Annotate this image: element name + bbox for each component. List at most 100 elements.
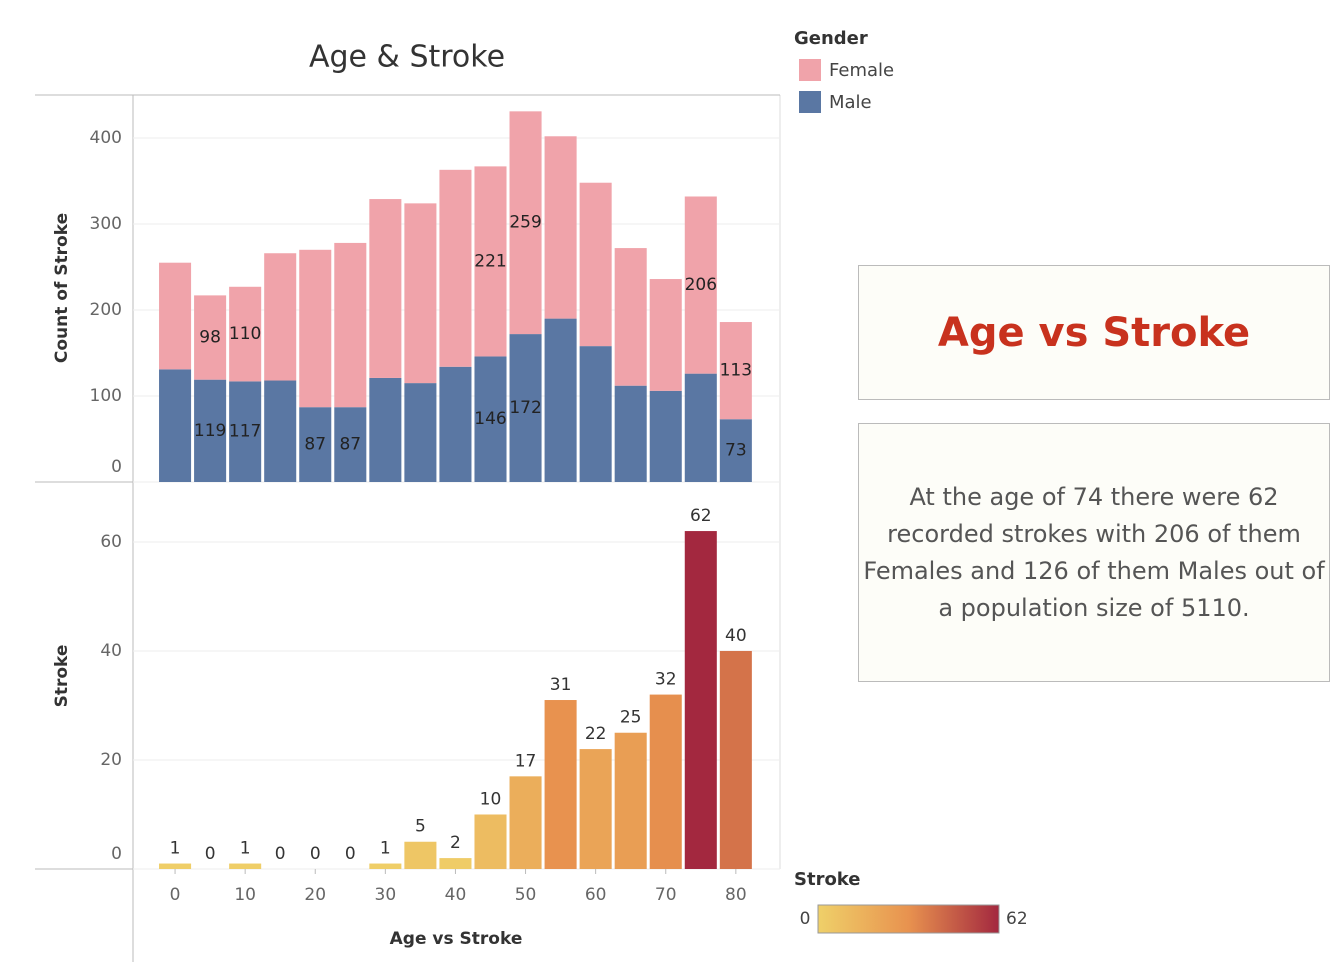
chart-title: Age & Stroke — [309, 40, 505, 75]
value-label: 110 — [229, 324, 261, 344]
value-label: 119 — [194, 421, 226, 441]
bar — [159, 863, 192, 869]
legend-label: Female — [829, 60, 894, 81]
bar-segment — [404, 203, 437, 384]
bar-segment — [474, 166, 507, 357]
y-axis-title: Stroke — [52, 645, 72, 708]
bar-segment — [719, 322, 752, 420]
bar-segment — [334, 407, 367, 482]
bar — [439, 858, 472, 869]
value-label: 32 — [655, 670, 677, 690]
panel-body: At the age of 74 there were 62 recorded … — [863, 482, 1325, 622]
bar-segment — [194, 295, 227, 380]
bar-segment — [194, 379, 227, 482]
bar — [649, 694, 682, 869]
bar-segment — [509, 334, 542, 482]
bar-segment — [369, 377, 402, 482]
y-tick-label: 400 — [90, 128, 122, 148]
bar — [404, 841, 437, 869]
y-tick-label: 100 — [90, 386, 122, 406]
value-label: 62 — [690, 506, 712, 526]
bar-segment — [684, 196, 717, 374]
value-label: 0 — [275, 844, 286, 864]
value-label: 1 — [170, 839, 181, 859]
bar-segment — [159, 262, 192, 370]
value-label: 5 — [415, 817, 426, 837]
x-tick-label: 60 — [585, 885, 607, 905]
value-label: 0 — [310, 844, 321, 864]
bar-segment — [404, 383, 437, 482]
value-label: 87 — [304, 435, 326, 455]
bar-segment — [474, 356, 507, 482]
bar — [544, 700, 577, 869]
colorbar-label: 0 — [800, 909, 811, 929]
value-label: 113 — [720, 361, 752, 381]
value-label: 1 — [240, 839, 251, 859]
legend-title: Gender — [794, 28, 868, 49]
bar-segment — [544, 318, 577, 482]
text-panel: At the age of 74 there were 62 recorded … — [858, 423, 1330, 682]
x-axis-title: Age vs Stroke — [390, 929, 523, 949]
bar-segment — [649, 279, 682, 391]
x-tick-label: 50 — [515, 885, 537, 905]
y-tick-label: 200 — [90, 300, 122, 320]
value-label: 40 — [725, 626, 747, 646]
bar-segment — [719, 419, 752, 482]
value-label: 87 — [339, 435, 361, 455]
bar — [614, 732, 647, 869]
bar-segment — [649, 390, 682, 482]
value-label: 117 — [229, 422, 261, 442]
value-label: 25 — [620, 708, 642, 728]
bar — [719, 650, 752, 869]
heading-panel: Age vs Stroke — [858, 265, 1330, 400]
bar-segment — [264, 380, 297, 482]
x-tick-label: 30 — [375, 885, 397, 905]
bar-segment — [369, 199, 402, 378]
x-tick-label: 0 — [170, 885, 181, 905]
value-label: 17 — [515, 751, 537, 771]
value-label: 2 — [450, 833, 461, 853]
bar — [369, 863, 402, 869]
bar-segment — [299, 407, 332, 482]
legend-label: Male — [829, 92, 872, 113]
bar-segment — [439, 169, 472, 367]
y-tick-label: 60 — [100, 532, 122, 552]
bar-segment — [334, 242, 367, 408]
colorbar — [817, 904, 1000, 934]
value-label: 0 — [345, 844, 356, 864]
bar-segment — [299, 249, 332, 408]
x-tick-label: 40 — [445, 885, 467, 905]
bar-segment — [579, 182, 612, 347]
value-label: 221 — [474, 251, 506, 271]
bar — [229, 863, 262, 869]
value-label: 98 — [199, 328, 221, 348]
value-label: 31 — [550, 675, 572, 695]
value-label: 0 — [205, 844, 216, 864]
bar-segment — [439, 366, 472, 482]
bar-segment — [229, 381, 262, 482]
y-axis-title: Count of Stroke — [52, 213, 72, 363]
value-label: 22 — [585, 724, 607, 744]
y-tick-label: 40 — [100, 641, 122, 661]
bar-segment — [544, 136, 577, 319]
colorbar-title: Stroke — [794, 869, 861, 890]
bar — [579, 749, 612, 869]
y-tick-label: 0 — [111, 457, 122, 477]
x-tick-label: 10 — [234, 885, 256, 905]
bar-segment — [684, 373, 717, 482]
bar-segment — [509, 111, 542, 335]
bar — [684, 531, 717, 869]
value-label: 206 — [685, 275, 717, 295]
value-label: 10 — [480, 789, 502, 809]
x-tick-label: 20 — [304, 885, 326, 905]
panel-heading: Age vs Stroke — [937, 309, 1251, 356]
bar-segment — [159, 369, 192, 482]
legend-swatch — [799, 91, 821, 113]
bar-segment — [579, 346, 612, 482]
bar-segment — [264, 253, 297, 381]
bar — [509, 776, 542, 869]
value-label: 1 — [380, 839, 391, 859]
x-tick-label: 80 — [725, 885, 747, 905]
